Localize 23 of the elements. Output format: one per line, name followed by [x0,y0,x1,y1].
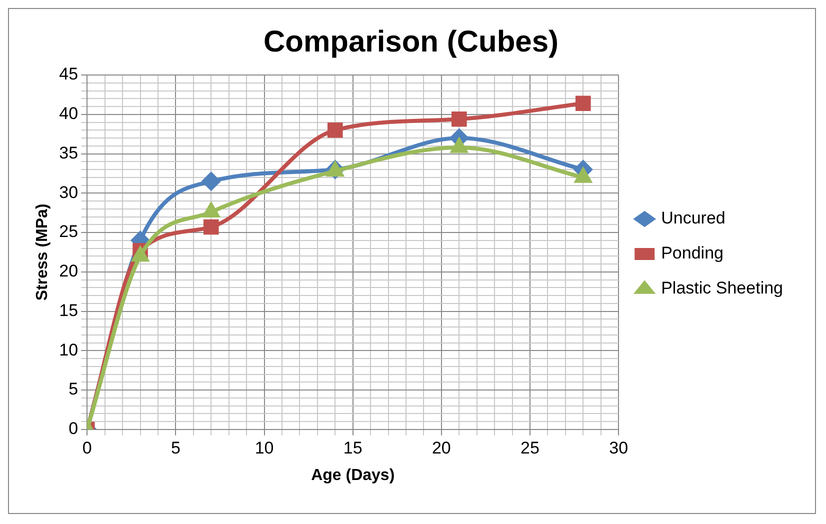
x-tick-label: 25 [520,438,540,458]
x-tick-label: 15 [343,438,362,458]
y-tick-label: 20 [59,262,78,281]
y-tick-label: 35 [59,143,78,162]
x-axis-title: Age (Days) [311,466,395,484]
x-tick-label: 30 [609,438,628,458]
x-tick-label: 0 [82,438,92,458]
x-tick-label: 5 [170,438,180,458]
x-tick-label: 20 [432,438,451,458]
legend-label: Uncured [661,208,726,228]
y-tick-label: 0 [68,419,78,438]
legend-label: Plastic Sheeting [661,278,783,298]
y-tick-label: 5 [68,380,78,399]
chart-title: Comparison (Cubes) [263,25,559,58]
legend-label: Ponding [661,244,724,263]
y-tick-label: 45 [59,64,78,84]
y-axis-title: Stress (MPa) [34,204,52,301]
y-tick-label: 25 [59,222,78,242]
y-tick-label: 40 [59,104,78,124]
y-tick-label: 30 [59,182,78,202]
x-tick-label: 10 [254,438,274,458]
y-tick-label: 15 [59,300,78,320]
y-tick-label: 10 [59,340,78,360]
